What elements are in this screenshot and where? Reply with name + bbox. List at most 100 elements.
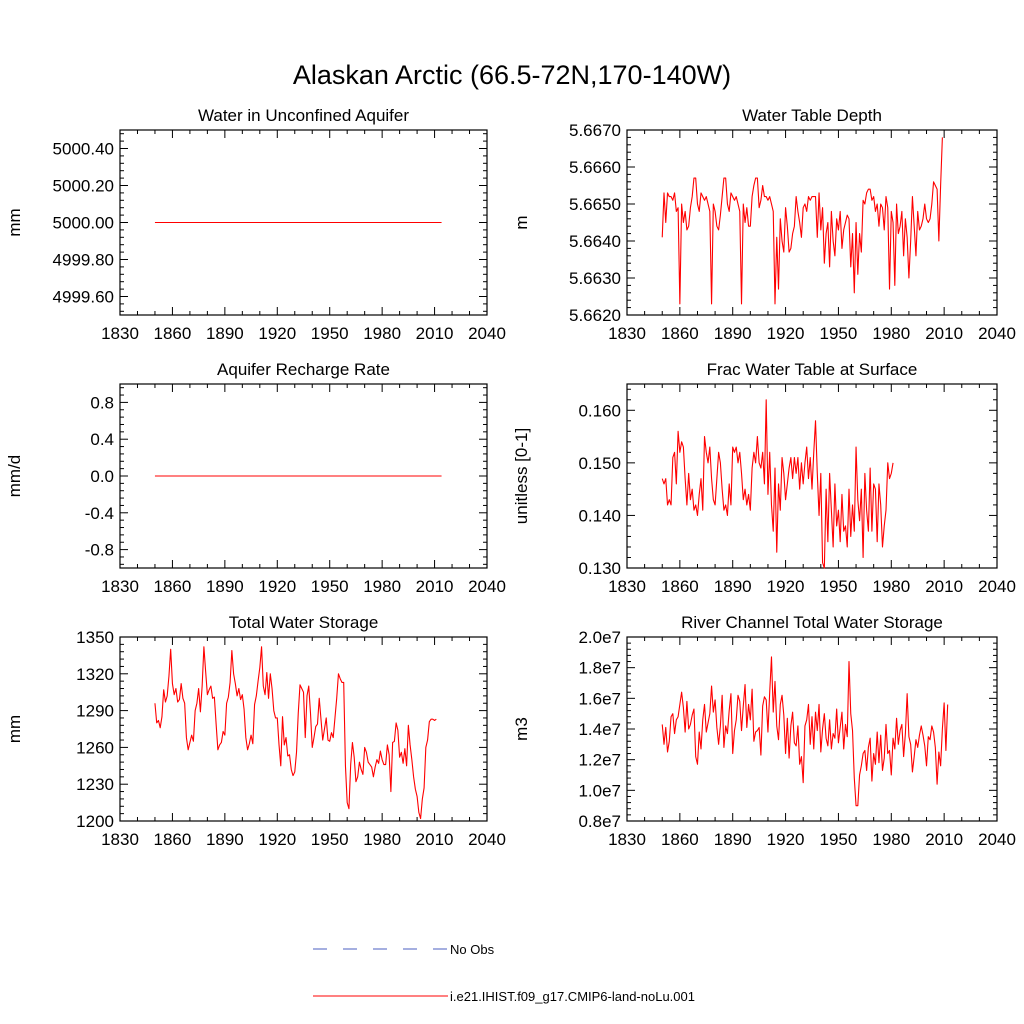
x-tick-label: 1890 [206,830,244,849]
x-tick-label: 1950 [820,577,858,596]
x-tick-label: 1830 [608,324,646,343]
y-tick-label: 0.8 [90,393,114,412]
x-tick-label: 1920 [258,577,296,596]
legend-entry-1: No Obs [313,942,495,957]
panel-3: Aquifer Recharge Rate mm/d 1830 1860 1890 192… [5,360,506,596]
series-line [661,137,943,305]
panel-title: Total Water Storage [229,613,379,632]
y-tick-label: -0.8 [85,541,114,560]
y-axis-label: mm [5,208,24,236]
plot-frame [119,636,488,822]
x-tick-label: 2010 [925,577,963,596]
y-tick-label: 1320 [76,665,114,684]
y-tick-label: 1230 [76,775,114,794]
y-tick-label: -0.4 [85,504,114,523]
x-tick-label: 1860 [661,324,699,343]
x-tick-label: 2040 [468,830,506,849]
y-tick-label: 1200 [76,812,114,831]
x-tick-label: 1890 [206,324,244,343]
x-tick-label: 2010 [416,324,454,343]
panel-1: Water in Unconfined Aquifer mm 1830 1860 189… [5,106,506,343]
y-tick-label: 4999.60 [53,288,114,307]
y-tick-label: 0.160 [578,401,621,420]
x-tick-label: 1830 [101,324,139,343]
y-axis-label: mm [5,715,24,743]
panel-title: Frac Water Table at Surface [707,360,918,379]
x-tick-label: 1860 [154,324,192,343]
y-tick-label: 5.6640 [569,232,621,251]
x-tick-label: 2010 [925,324,963,343]
panels: Water in Unconfined Aquifer mm 1830 1860 189… [5,106,1016,849]
y-tick-label: 1.4e7 [578,720,621,739]
x-tick-label: 2010 [416,830,454,849]
x-tick-label: 1980 [363,830,401,849]
panel-title: Aquifer Recharge Rate [217,360,390,379]
y-tick-label: 1.8e7 [578,659,621,678]
plot-frame [626,383,998,569]
x-tick-label: 2010 [416,577,454,596]
y-tick-label: 2.0e7 [578,628,621,647]
y-tick-label: 1260 [76,738,114,757]
panel-4: Frac Water Table at Surface unitless [0-1… [512,360,1016,596]
x-tick-label: 1890 [714,324,752,343]
x-tick-label: 1860 [661,577,699,596]
y-tick-label: 5000.00 [53,214,114,233]
x-tick-label: 1950 [311,577,349,596]
legend-label: No Obs [450,942,495,957]
x-tick-label: 1830 [608,577,646,596]
y-tick-label: 5.6620 [569,306,621,325]
x-tick-label: 2040 [978,577,1016,596]
x-tick-label: 1890 [714,577,752,596]
plot-frame [626,636,998,822]
y-tick-label: 5.6630 [569,269,621,288]
x-tick-label: 1920 [767,830,805,849]
legend-entry-2: i.e21.IHIST.f09_g17.CMIP6-land-noLu.001 [313,989,695,1004]
x-tick-label: 1860 [661,830,699,849]
x-tick-label: 2040 [468,577,506,596]
x-tick-label: 1950 [820,830,858,849]
panel-6: River Channel Total Water Storage m3 1830 1… [512,613,1016,849]
panel-title: Water in Unconfined Aquifer [198,106,409,125]
x-tick-label: 1830 [101,577,139,596]
y-tick-label: 0.0 [90,467,114,486]
x-tick-label: 1980 [363,577,401,596]
x-tick-label: 1920 [258,830,296,849]
panel-5: Total Water Storage mm 1830 1860 1890 1920 195… [5,613,506,849]
series-line [154,646,437,820]
x-tick-label: 1980 [363,324,401,343]
panel-title: River Channel Total Water Storage [681,613,943,632]
x-tick-label: 2040 [978,830,1016,849]
x-tick-label: 1890 [714,830,752,849]
y-tick-label: 0.4 [90,430,114,449]
x-tick-label: 1950 [311,324,349,343]
y-tick-label: 1350 [76,628,114,647]
y-tick-label: 5000.20 [53,177,114,196]
x-tick-label: 1830 [101,830,139,849]
y-axis-label: m [512,215,531,229]
y-tick-label: 5.6670 [569,121,621,140]
y-axis-label: m3 [512,717,531,741]
y-tick-label: 0.150 [578,454,621,473]
y-tick-label: 5.6660 [569,158,621,177]
x-tick-label: 2040 [468,324,506,343]
y-tick-label: 0.130 [578,559,621,578]
x-tick-label: 2040 [978,324,1016,343]
x-tick-label: 1950 [820,324,858,343]
panel-2: Water Table Depth m 1830 1860 1890 1920 1950 19… [512,106,1016,343]
y-tick-label: 0.140 [578,506,621,525]
y-tick-label: 1.6e7 [578,689,621,708]
x-tick-label: 1980 [872,830,910,849]
x-tick-label: 1920 [767,577,805,596]
x-tick-label: 1830 [608,830,646,849]
x-tick-label: 1980 [872,324,910,343]
y-tick-label: 1290 [76,702,114,721]
y-tick-label: 0.8e7 [578,812,621,831]
x-tick-label: 1890 [206,577,244,596]
x-tick-label: 2010 [925,830,963,849]
legend-label: i.e21.IHIST.f09_g17.CMIP6-land-noLu.001 [450,989,695,1004]
y-tick-label: 1.0e7 [578,781,621,800]
y-tick-label: 5000.40 [53,140,114,159]
x-tick-label: 1920 [767,324,805,343]
series-line [661,399,894,569]
legend: No Obs i.e21.IHIST.f09_g17.CMIP6-land-noL… [313,942,695,1004]
